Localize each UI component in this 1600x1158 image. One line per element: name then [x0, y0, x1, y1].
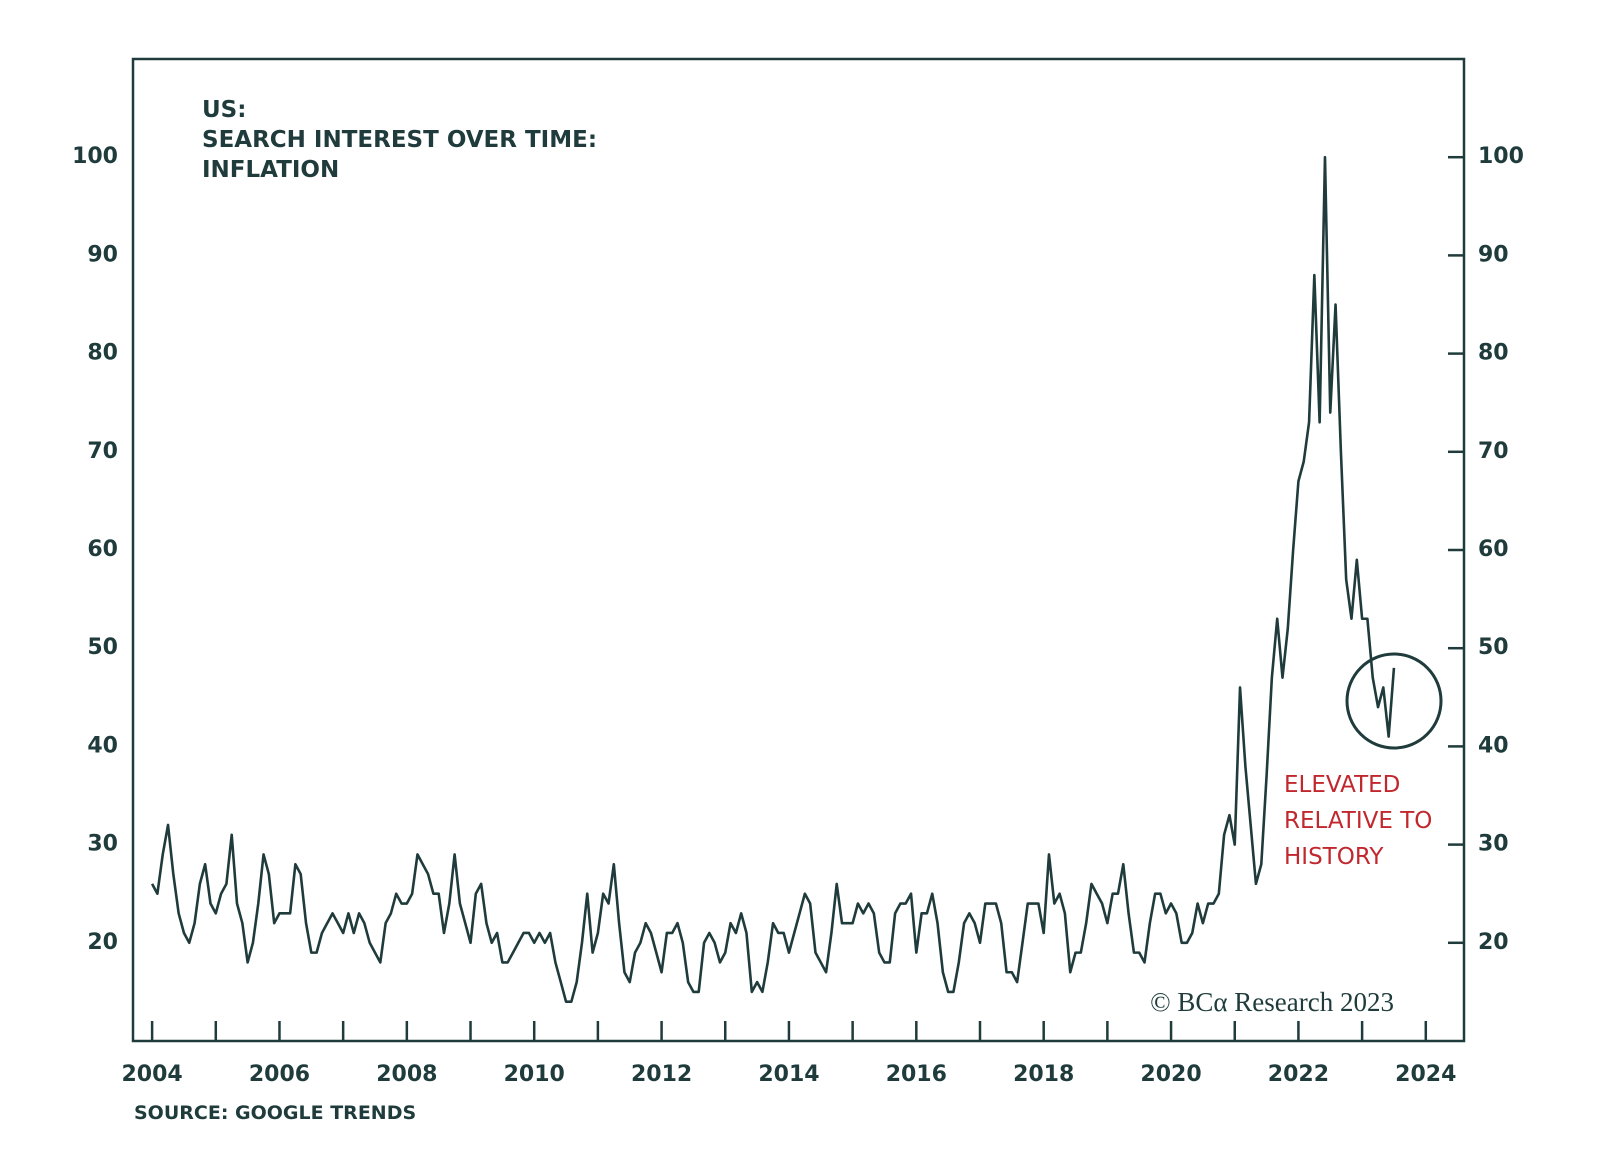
- y2-tick-label: 100: [1478, 144, 1524, 169]
- annotation: HISTORY: [1284, 844, 1384, 870]
- source: SOURCE: GOOGLE TRENDS: [134, 1102, 416, 1124]
- x-tick-label: 2006: [249, 1062, 310, 1087]
- chart-title: US:: [202, 97, 246, 123]
- y-tick-label: 40: [87, 733, 118, 758]
- y2-tick-label: 70: [1478, 439, 1509, 464]
- highlight-circle: [1345, 652, 1443, 750]
- y-tick-label: 50: [87, 635, 118, 660]
- x-tick-label: 2014: [758, 1062, 819, 1087]
- annotation: RELATIVE TO: [1284, 808, 1432, 834]
- x-tick-label: 2012: [631, 1062, 692, 1087]
- y2-tick-label: 40: [1478, 733, 1509, 758]
- plot-frame: [131, 57, 1466, 1043]
- y2-tick-label: 20: [1478, 930, 1509, 955]
- y2-tick-label: 60: [1478, 537, 1509, 562]
- x-tick-label: 2008: [376, 1062, 437, 1087]
- chart-title: SEARCH INTEREST OVER TIME:: [202, 127, 597, 153]
- y-tick-label: 20: [87, 930, 118, 955]
- x-tick-label: 2016: [886, 1062, 947, 1087]
- x-tick-label: 2018: [1013, 1062, 1074, 1087]
- y-tick-label: 90: [87, 242, 118, 267]
- x-tick-label: 2020: [1140, 1062, 1201, 1087]
- x-tick-label: 2004: [121, 1062, 182, 1087]
- x-tick-label: 2024: [1395, 1062, 1456, 1087]
- y-tick-label: 30: [87, 832, 118, 857]
- y2-tick-label: 30: [1478, 832, 1509, 857]
- y-tick-label: 80: [87, 341, 118, 366]
- chart-title: INFLATION: [202, 157, 339, 183]
- y2-tick-label: 50: [1478, 635, 1509, 660]
- data-line: [150, 155, 1396, 1004]
- annotation: ELEVATED: [1284, 772, 1400, 798]
- x-tick-label: 2010: [504, 1062, 565, 1087]
- y2-tick-label: 80: [1478, 341, 1509, 366]
- y-tick-label: 100: [72, 144, 118, 169]
- y-tick-label: 60: [87, 537, 118, 562]
- copyright: © BCα Research 2023: [1150, 987, 1394, 1017]
- x-tick-label: 2022: [1268, 1062, 1329, 1087]
- y-tick-label: 70: [87, 439, 118, 464]
- y2-tick-label: 90: [1478, 242, 1509, 267]
